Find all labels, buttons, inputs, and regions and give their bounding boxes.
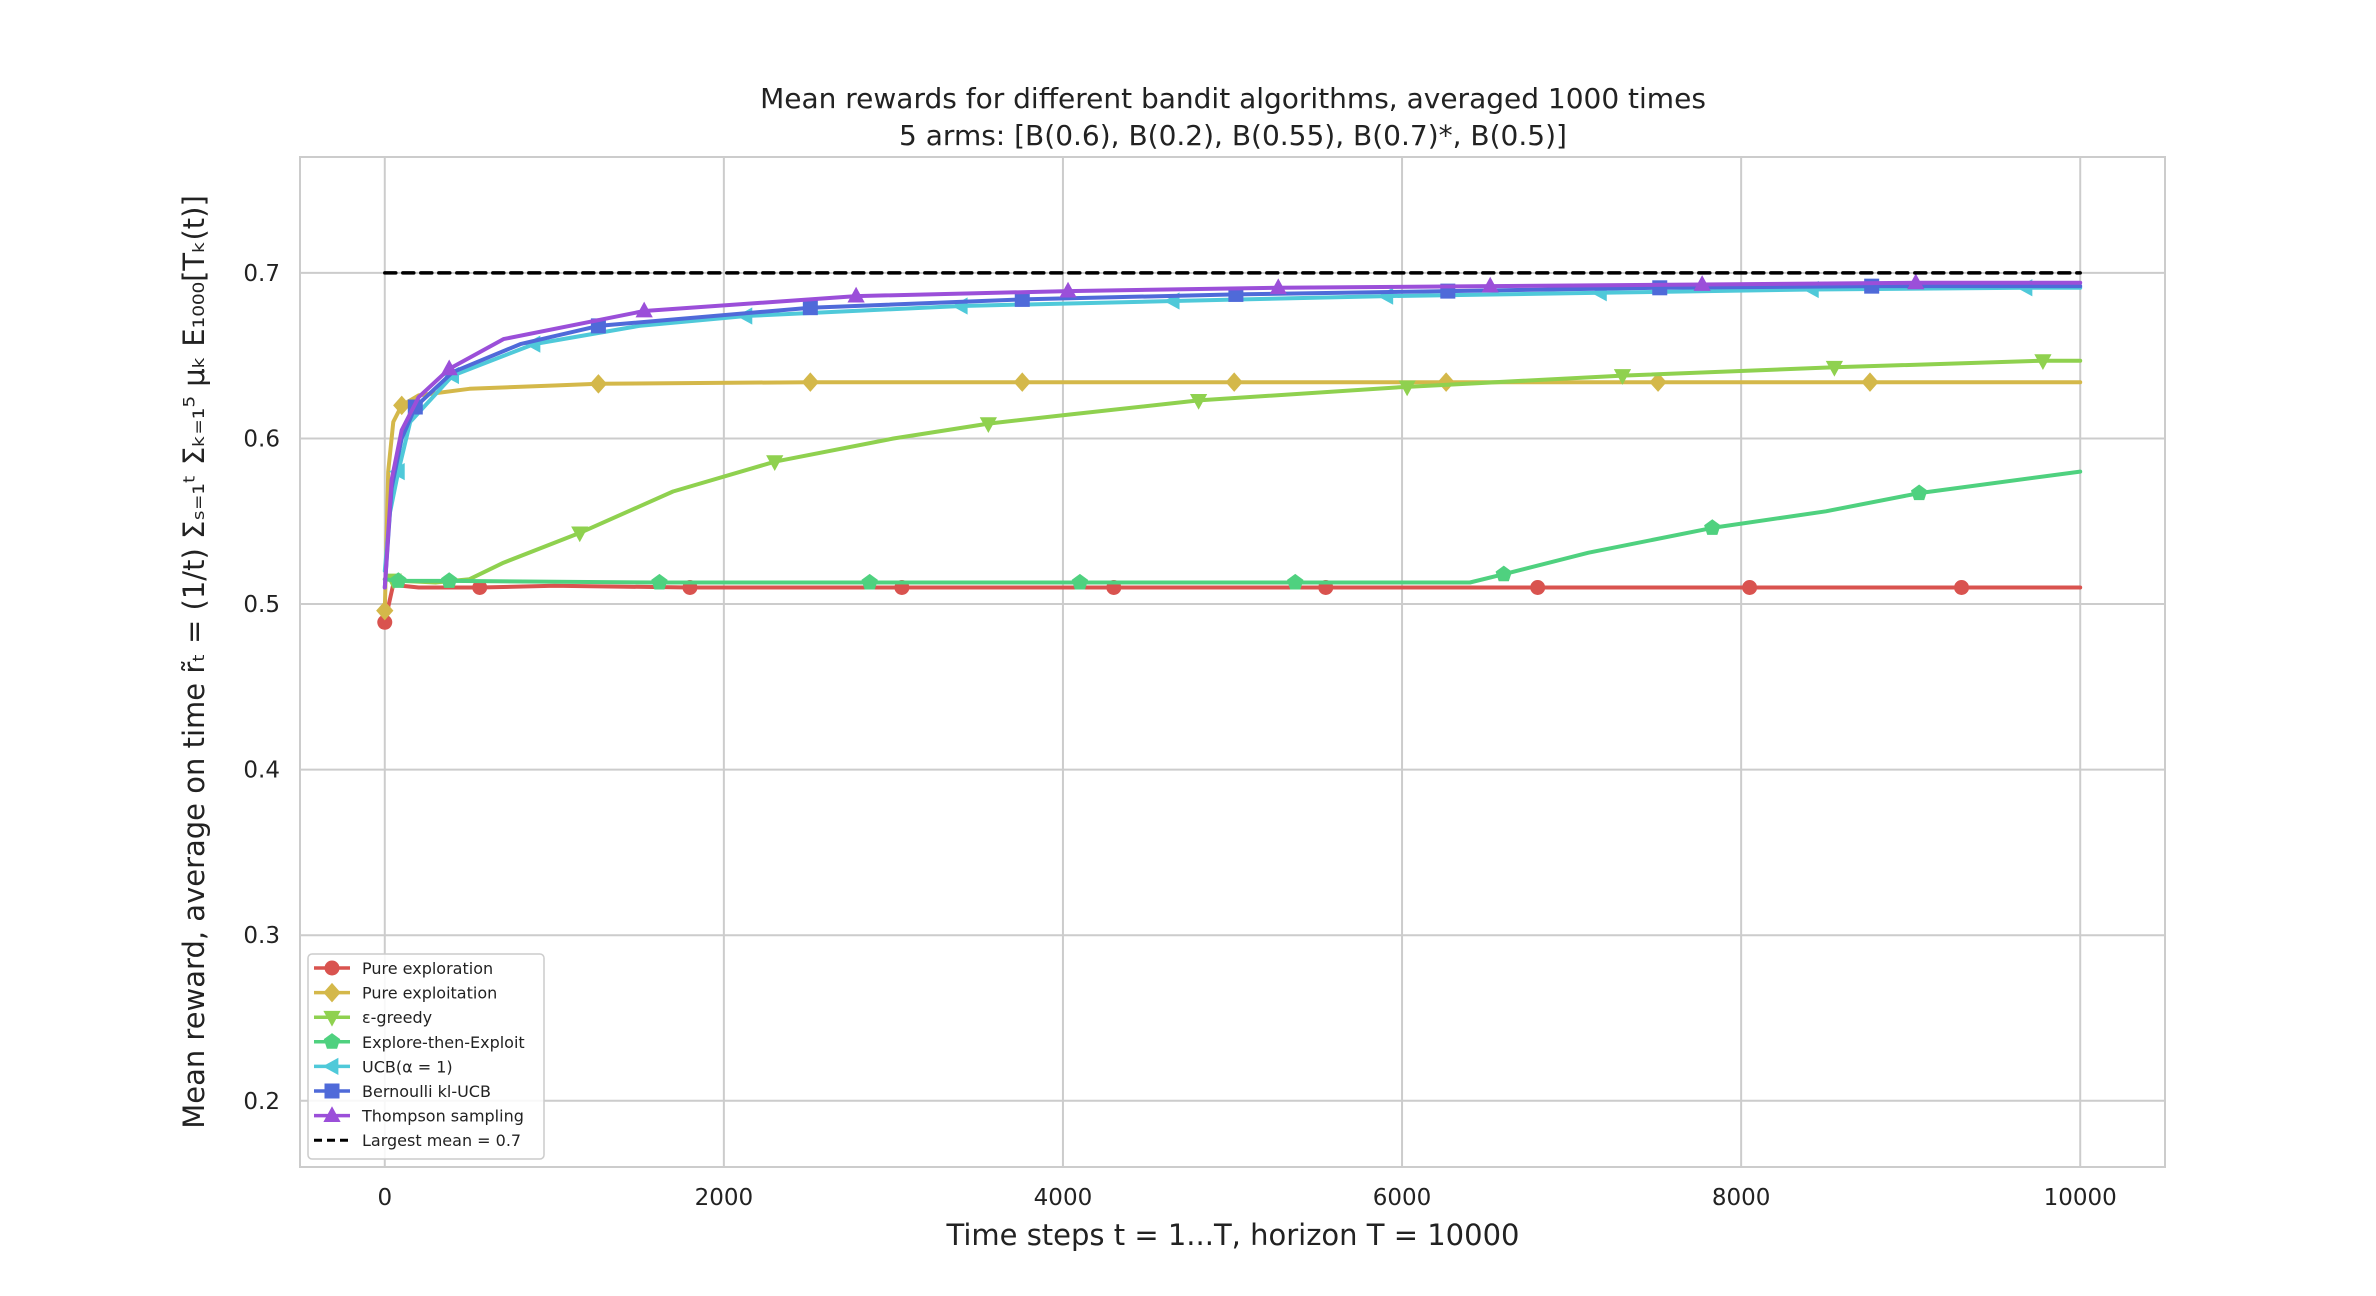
legend: Pure exploration Pure exploitation ε-greed… <box>307 953 545 1160</box>
x-tick-label: 8000 <box>1712 1185 1771 1211</box>
data-point <box>440 572 458 588</box>
legend-label: Largest mean = 0.7 <box>362 1131 521 1150</box>
data-point <box>1649 372 1667 392</box>
legend-entry: Largest mean = 0.7 <box>314 1131 521 1150</box>
y-tick-label: 0.4 <box>243 758 280 784</box>
plot-frame <box>299 156 2166 1168</box>
data-point <box>1071 573 1089 590</box>
legend-marker <box>322 1057 339 1076</box>
chart-title: Mean rewards for different bandit algori… <box>760 82 1706 115</box>
data-point <box>1530 579 1546 595</box>
y-tick-label: 0.6 <box>243 426 280 452</box>
data-point <box>1437 372 1455 392</box>
data-point <box>1652 280 1668 296</box>
plot-area <box>300 157 2165 1167</box>
data-point <box>1495 565 1512 582</box>
legend-entry: Pure exploration <box>314 959 493 978</box>
legend-label: Explore-then-Exploit <box>362 1033 525 1052</box>
data-point <box>1910 484 1928 501</box>
data-point <box>1189 394 1208 410</box>
chart-subtitle: 5 arms: [B(0.6), B(0.2), B(0.55), B(0.7)… <box>899 119 1567 152</box>
data-point <box>1269 278 1287 295</box>
legend-entry: UCB(α = 1) <box>314 1057 453 1076</box>
legend-marker <box>323 1033 341 1049</box>
data-point <box>1287 573 1304 590</box>
legend-marker <box>324 1083 340 1099</box>
y-tick-label: 0.3 <box>243 923 280 949</box>
data-point <box>1742 579 1758 595</box>
legend-entry: Pure exploitation <box>314 982 497 1003</box>
legend-marker <box>323 1106 341 1122</box>
x-tick-label: 2000 <box>695 1185 754 1211</box>
data-point <box>1014 291 1030 307</box>
data-point <box>1228 286 1244 302</box>
data-point <box>861 573 878 590</box>
data-point <box>1864 278 1880 294</box>
x-tick-label: 4000 <box>1034 1185 1093 1211</box>
legend-label: Thompson sampling <box>361 1107 524 1126</box>
series-line <box>382 469 2083 585</box>
series-6 <box>382 273 2083 590</box>
series-line <box>382 284 2083 590</box>
y-tick-label: 0.7 <box>243 261 280 287</box>
data-point <box>1481 276 1499 293</box>
data-point <box>376 600 394 621</box>
legend-label: Pure exploitation <box>362 984 497 1003</box>
data-point <box>393 395 411 416</box>
data-point <box>377 614 393 630</box>
data-point <box>1704 519 1721 535</box>
grid <box>300 157 2165 1167</box>
legend-label: Pure exploration <box>362 959 493 978</box>
x-tick-label: 10000 <box>2044 1185 2117 1211</box>
legend-entry: Bernoulli kl-UCB <box>314 1082 491 1101</box>
series-layer <box>376 271 2083 630</box>
series-1 <box>376 372 2083 621</box>
series-3 <box>382 469 2083 590</box>
data-point <box>1613 369 1632 385</box>
data-point <box>979 417 997 433</box>
y-tick-label: 0.2 <box>243 1089 280 1115</box>
legend-entry: ε-greedy <box>314 1008 432 1027</box>
data-point <box>1907 273 1925 290</box>
legend-label: ε-greedy <box>362 1008 432 1027</box>
data-point <box>2034 354 2052 371</box>
data-point <box>1861 372 1879 392</box>
data-point <box>1225 372 1243 392</box>
legend-box <box>307 953 545 1160</box>
legend-label: Bernoulli kl-UCB <box>362 1082 491 1101</box>
data-point <box>651 573 668 590</box>
legend-marker <box>323 982 341 1003</box>
data-point <box>1693 275 1711 291</box>
legend-entry: Thompson sampling <box>314 1106 524 1126</box>
series-line <box>382 582 2083 625</box>
x-tick-label: 0 <box>377 1185 392 1211</box>
data-point <box>766 455 784 472</box>
data-point <box>802 300 818 316</box>
series-line <box>382 280 2083 590</box>
data-point <box>571 526 589 543</box>
data-point <box>472 579 488 595</box>
y-tick-label: 0.5 <box>243 592 280 618</box>
legend-marker <box>323 1010 341 1027</box>
x-tick-label: 6000 <box>1373 1185 1432 1211</box>
y-axis-label: Mean reward, average on time r̃ₜ = (1/t)… <box>177 195 211 1129</box>
data-point <box>440 359 458 376</box>
legend-label: UCB(α = 1) <box>362 1057 453 1076</box>
data-point <box>1398 380 1416 397</box>
data-point <box>1954 579 1970 595</box>
data-point <box>847 286 865 303</box>
data-point <box>589 374 608 394</box>
data-point <box>635 301 653 318</box>
tick-labels: 0 2000 4000 6000 8000 10000 0.2 0.3 0.4 0.5 0.6 0.7 <box>243 261 2116 1211</box>
legend-entry: Explore-then-Exploit <box>314 1033 525 1052</box>
x-axis-label: Time steps t = 1...T, horizon T = 10000 <box>946 1218 1520 1252</box>
data-point <box>801 372 819 392</box>
data-point <box>390 572 407 588</box>
data-point <box>1013 372 1031 392</box>
data-point <box>1825 360 1844 377</box>
legend-marker <box>324 960 340 976</box>
data-point <box>1059 281 1077 298</box>
